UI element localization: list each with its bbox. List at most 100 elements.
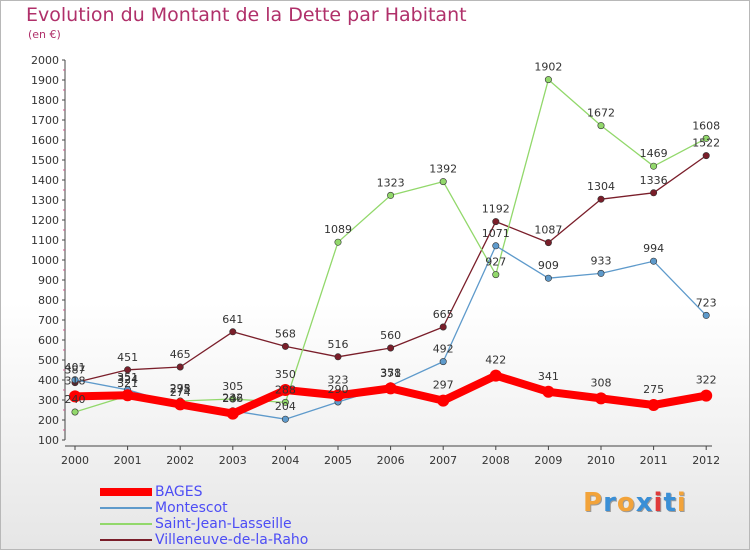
data-label: 994 [643,242,664,255]
data-point [71,376,79,384]
y-tick-label: 1600 [31,134,59,147]
data-label: 516 [328,338,349,351]
data-point [595,392,607,405]
data-label: 371 [380,367,401,380]
logo-letter: x [635,488,654,518]
data-point [542,385,555,398]
series-layer [69,76,713,423]
data-point [700,389,713,402]
data-point [702,311,710,319]
data-point [439,358,447,366]
y-tick-label: 100 [38,434,59,447]
data-label: 909 [538,259,559,272]
data-point [650,189,658,197]
data-point [174,398,187,411]
data-label: 1192 [482,203,510,216]
logo-letter: i [653,488,664,518]
legend-label: Saint-Jean-Lasseille [155,516,292,532]
data-label: 297 [433,379,454,392]
y-tick-label: 300 [38,394,59,407]
data-label: 240 [65,393,86,406]
data-label: 641 [222,313,243,326]
y-tick-label: 500 [38,354,59,367]
data-label: 927 [485,256,506,269]
proxiti-logo: Proxiti [583,488,687,518]
data-point [647,399,660,411]
data-label: 1522 [692,137,720,150]
y-tick-label: 1900 [31,74,59,87]
data-point [281,415,289,423]
data-point [229,328,237,336]
data-label: 451 [117,351,138,364]
legend-label: Villeneuve-de-la-Raho [155,532,309,548]
y-tick-label: 800 [38,294,59,307]
data-point [69,390,81,403]
y-tick-label: 1700 [31,114,59,127]
data-point [226,407,239,420]
logo-letter: P [583,488,604,518]
data-point [650,162,658,170]
x-tick-label: 2011 [640,454,668,467]
data-label: 1336 [640,174,668,187]
x-tick-label: 2012 [692,454,720,467]
legend-swatch [100,488,152,496]
data-point [229,395,237,403]
data-label: 1087 [534,224,562,237]
x-tick-label: 2006 [377,454,405,467]
y-tick-label: 700 [38,314,59,327]
legend-swatch [100,507,152,509]
logo-letter: r [603,488,617,518]
logo-letter: i [676,488,687,518]
data-label: 665 [433,308,454,321]
data-label: 290 [328,383,349,396]
legend-swatch [100,539,152,541]
data-point [650,257,658,265]
data-label: 305 [222,380,243,393]
data-point [384,382,397,395]
y-tick-label: 2000 [31,54,59,67]
y-tick-label: 900 [38,274,59,287]
data-label: 358 [380,366,401,379]
data-point [332,389,344,402]
data-point [439,323,447,331]
data-label: 723 [696,296,717,309]
x-tick-label: 2002 [166,454,194,467]
data-label: 322 [696,374,717,387]
data-label: 1323 [377,176,405,189]
x-tick-label: 2004 [271,454,299,467]
data-label: 465 [170,348,191,361]
data-label: 1469 [640,147,668,160]
y-tick-label: 1800 [31,94,59,107]
y-tick-label: 1000 [31,254,59,267]
x-tick-label: 2009 [534,454,562,467]
y-tick-label: 1300 [31,194,59,207]
data-point [387,191,395,199]
data-label: 1902 [534,61,562,74]
y-tick-label: 1400 [31,174,59,187]
data-point [597,269,605,277]
legend-label: BAGES [155,484,203,500]
data-point [597,122,605,130]
data-label: 341 [538,370,559,383]
data-label: 295 [170,382,191,395]
y-tick-label: 400 [38,374,59,387]
data-label: 350 [275,368,296,381]
data-point [121,389,134,402]
data-label: 323 [328,373,349,386]
data-label: 1304 [587,180,615,193]
data-label: 568 [275,327,296,340]
data-label: 274 [170,386,191,399]
data-label: 204 [275,400,296,413]
data-point [281,342,289,350]
data-point [334,238,342,246]
x-tick-label: 2000 [61,454,89,467]
data-point [492,271,500,279]
data-point [489,369,502,382]
data-point [597,195,605,203]
data-label: 560 [380,329,401,342]
x-tick-label: 2003 [219,454,247,467]
chart-title: Evolution du Montant de la Dette par Hab… [26,4,467,26]
y-tick-label: 1200 [31,214,59,227]
data-point [702,152,710,160]
